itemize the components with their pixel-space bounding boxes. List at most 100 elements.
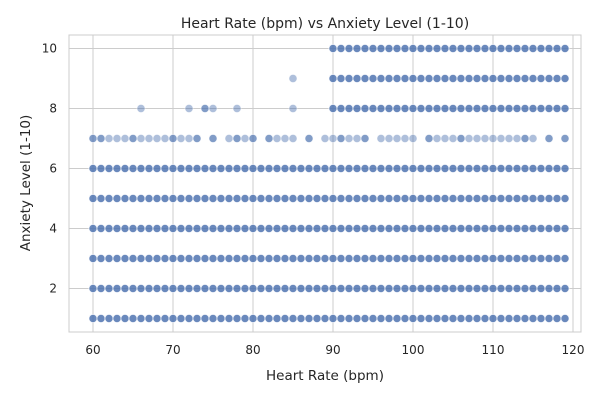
data-point <box>360 104 370 113</box>
data-point <box>448 44 458 53</box>
data-point <box>480 164 490 173</box>
data-point <box>440 224 450 233</box>
data-point <box>88 164 98 173</box>
data-point <box>136 254 146 263</box>
data-point <box>416 284 426 293</box>
data-point <box>464 194 474 203</box>
data-point <box>400 164 410 173</box>
data-point <box>512 164 522 173</box>
data-point <box>112 254 122 263</box>
x-tick-label: 90 <box>325 343 340 357</box>
data-point <box>544 314 554 323</box>
data-point <box>408 44 418 53</box>
data-point <box>256 164 266 173</box>
data-point <box>168 194 178 203</box>
data-point <box>448 254 458 263</box>
data-point <box>456 74 466 83</box>
data-point <box>216 194 226 203</box>
data-point <box>544 134 554 143</box>
data-point <box>200 104 210 113</box>
data-point <box>400 254 410 263</box>
data-point <box>288 314 298 323</box>
data-point <box>192 254 202 263</box>
data-point <box>544 254 554 263</box>
data-point <box>104 224 114 233</box>
data-point <box>456 314 466 323</box>
data-point <box>152 224 162 233</box>
data-point <box>96 134 106 143</box>
data-point <box>384 224 394 233</box>
data-point <box>256 284 266 293</box>
data-point <box>392 134 402 143</box>
data-point <box>120 194 130 203</box>
data-point <box>320 194 330 203</box>
data-point <box>416 224 426 233</box>
data-point <box>528 134 538 143</box>
data-point <box>408 164 418 173</box>
data-point <box>408 254 418 263</box>
data-point <box>472 74 482 83</box>
data-point <box>312 164 322 173</box>
data-point <box>152 254 162 263</box>
data-point <box>128 314 138 323</box>
data-point <box>464 104 474 113</box>
data-point <box>96 164 106 173</box>
data-point <box>536 314 546 323</box>
y-tick-label: 6 <box>49 162 57 176</box>
data-point <box>496 104 506 113</box>
data-point <box>384 134 394 143</box>
data-point <box>488 194 498 203</box>
data-point <box>352 194 362 203</box>
data-point <box>536 194 546 203</box>
data-point <box>296 284 306 293</box>
data-point <box>176 224 186 233</box>
data-point <box>120 224 130 233</box>
data-point <box>272 164 282 173</box>
data-point <box>120 134 130 143</box>
data-point <box>448 284 458 293</box>
data-point <box>360 254 370 263</box>
data-point <box>496 224 506 233</box>
data-point <box>416 194 426 203</box>
data-point <box>168 314 178 323</box>
data-point <box>152 134 162 143</box>
data-point <box>336 44 346 53</box>
data-point <box>560 134 570 143</box>
data-point <box>128 134 138 143</box>
data-point <box>368 314 378 323</box>
data-point <box>464 224 474 233</box>
data-point <box>344 134 354 143</box>
data-point <box>488 134 498 143</box>
data-point <box>512 44 522 53</box>
data-point <box>488 164 498 173</box>
data-point <box>448 104 458 113</box>
data-point <box>520 194 530 203</box>
data-point <box>432 74 442 83</box>
data-point <box>120 254 130 263</box>
x-axis-label: Heart Rate (bpm) <box>266 368 384 384</box>
data-point <box>320 284 330 293</box>
data-point <box>224 134 234 143</box>
data-point <box>104 254 114 263</box>
data-point <box>304 284 314 293</box>
data-point <box>160 134 170 143</box>
data-point <box>432 254 442 263</box>
data-point <box>168 224 178 233</box>
data-point <box>312 314 322 323</box>
data-point <box>448 164 458 173</box>
data-point <box>512 314 522 323</box>
data-point <box>128 284 138 293</box>
data-point <box>456 224 466 233</box>
data-point <box>528 104 538 113</box>
data-point <box>504 224 514 233</box>
data-point <box>280 284 290 293</box>
data-point <box>384 74 394 83</box>
data-point <box>512 104 522 113</box>
data-point <box>168 254 178 263</box>
data-point <box>272 284 282 293</box>
data-point <box>112 134 122 143</box>
data-point <box>232 254 242 263</box>
data-point <box>472 254 482 263</box>
data-point <box>336 104 346 113</box>
data-point <box>128 224 138 233</box>
